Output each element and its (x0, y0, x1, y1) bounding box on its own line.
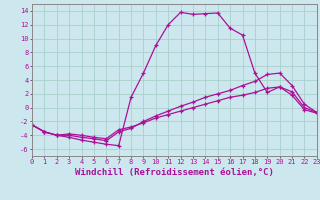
X-axis label: Windchill (Refroidissement éolien,°C): Windchill (Refroidissement éolien,°C) (75, 168, 274, 177)
